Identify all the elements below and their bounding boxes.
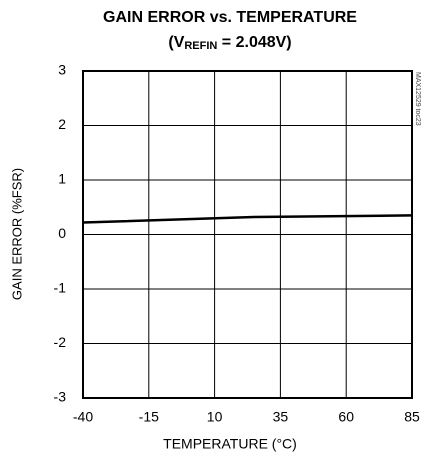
y-tick-label: -1: [54, 280, 67, 296]
y-tick-label: 0: [58, 225, 66, 241]
subtitle-part: = 2.048V): [217, 34, 291, 51]
x-tick-label: 35: [273, 409, 289, 425]
y-tick-label: 2: [58, 116, 66, 132]
subtitle-part: (V: [168, 34, 184, 51]
y-axis-label: GAIN ERROR (%FSR): [9, 168, 24, 300]
y-tick-label: 1: [58, 171, 66, 187]
x-tick-label: 85: [404, 409, 420, 425]
x-tick-label: -40: [73, 409, 93, 425]
plot-frame: [82, 70, 413, 399]
x-tick-label: -15: [139, 409, 159, 425]
chart-title: GAIN ERROR vs. TEMPERATURE: [103, 9, 357, 26]
y-tick-label: 3: [58, 62, 66, 78]
subtitle-subscript: REFIN: [184, 40, 217, 52]
x-tick-label: 60: [338, 409, 354, 425]
data-line: [82, 214, 413, 224]
annotation: MAX12529 toc23: [414, 72, 421, 126]
y-tick-label: -3: [54, 389, 67, 405]
chart-subtitle: (VREFIN = 2.048V): [168, 34, 291, 52]
x-axis-label: TEMPERATURE (°C): [163, 436, 297, 452]
y-tick-label: -2: [54, 334, 67, 350]
x-tick-label: 10: [207, 409, 223, 425]
